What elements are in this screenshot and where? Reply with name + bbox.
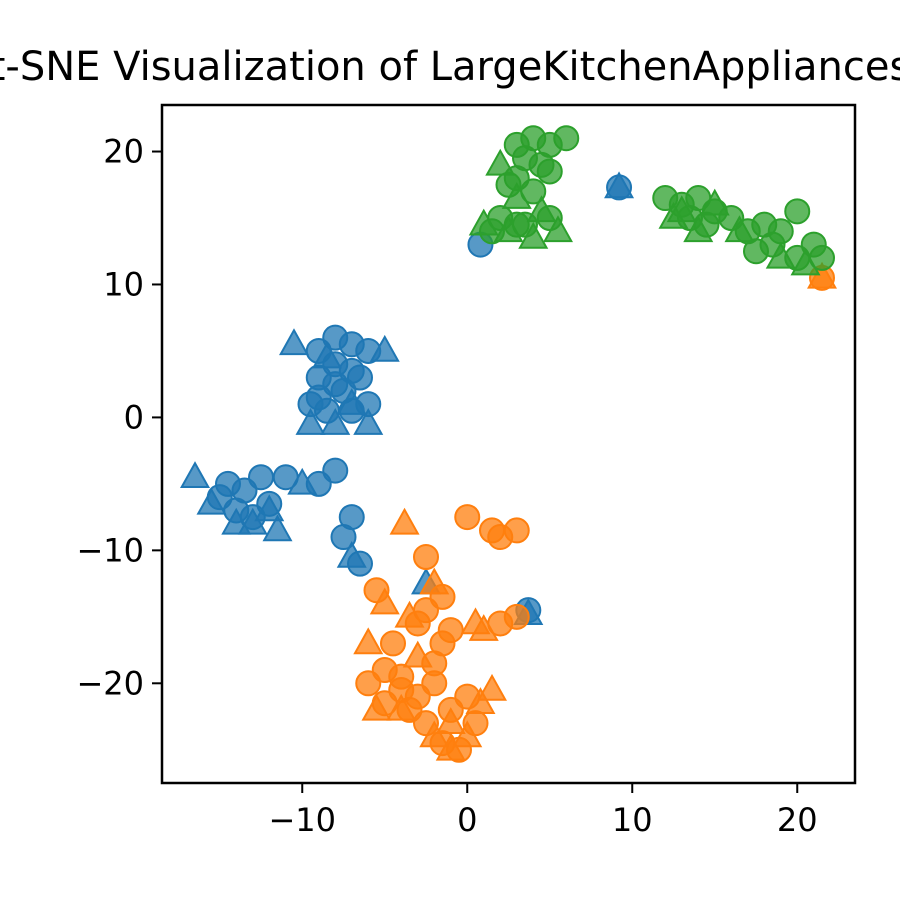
triangle-point: [295, 408, 326, 435]
triangle-point: [806, 261, 838, 289]
y-tick-label: 0: [124, 398, 144, 436]
circle-point: [380, 630, 406, 657]
triangle-point: [658, 201, 689, 229]
circle-point: [553, 125, 580, 152]
triangle-point: [353, 408, 384, 435]
triangle-point: [501, 182, 532, 209]
triangle-point: [361, 693, 392, 721]
triangle-point: [221, 507, 252, 535]
triangle-point: [320, 408, 351, 435]
circle-point: [421, 670, 448, 697]
x-tick-label: 20: [777, 801, 818, 839]
y-tick-label: 20: [103, 133, 144, 171]
y-axis: 20 10 0 −10 −20: [76, 133, 162, 702]
y-tick-label: −10: [76, 531, 144, 569]
triangle-point: [465, 687, 496, 715]
triangle-point: [262, 514, 293, 542]
circle-point: [413, 544, 439, 570]
x-axis: −10 0 10 20: [268, 783, 818, 839]
circle-point: [503, 603, 530, 630]
triangle-point: [254, 494, 285, 522]
triangle-point: [336, 388, 367, 415]
triangle-point: [196, 487, 227, 515]
triangle-point: [386, 693, 417, 721]
circle-point: [487, 524, 514, 551]
circle-point: [454, 504, 481, 531]
circle-point: [743, 238, 769, 265]
triangle-point: [419, 567, 450, 595]
triangle-point: [353, 627, 384, 655]
triangle-point: [468, 208, 499, 236]
triangle-point: [790, 248, 821, 276]
circle-point: [536, 158, 563, 185]
triangle-point: [542, 215, 574, 243]
triangle-point: [435, 733, 466, 761]
triangle-point: [724, 215, 755, 243]
triangle-point: [336, 540, 367, 568]
triangle-point: [604, 171, 635, 199]
triangle-point: [179, 461, 211, 489]
triangle-point: [278, 328, 310, 356]
y-tick-label: 10: [103, 265, 144, 303]
triangle-point: [683, 215, 714, 243]
triangle-point: [402, 640, 433, 668]
triangle-point: [526, 195, 557, 223]
x-tick-label: 10: [612, 801, 653, 839]
triangle-point: [699, 188, 730, 216]
triangle-point: [493, 215, 524, 243]
triangle-point: [460, 607, 491, 635]
triangle-point: [476, 673, 508, 701]
x-tick-label: 0: [457, 801, 477, 839]
triangle-point: [369, 587, 400, 615]
plot-frame: [160, 103, 857, 785]
triangle-point: [765, 241, 796, 269]
circle-point: [330, 524, 357, 551]
triangle-point: [435, 707, 466, 734]
scatter-marks: [179, 125, 838, 763]
circle-point: [784, 198, 811, 225]
chart-title: t-SNE Visualization of LargeKitchenAppli…: [0, 44, 900, 90]
circle-point: [322, 457, 349, 484]
triangle-point: [452, 720, 483, 748]
triangle-point: [287, 467, 318, 495]
triangle-point: [311, 341, 343, 369]
triangle-point: [518, 221, 549, 249]
triangle-point: [394, 600, 425, 628]
triangle-point: [485, 148, 516, 176]
triangle-point: [389, 507, 420, 535]
circle-point: [248, 464, 274, 491]
y-tick-label: −20: [76, 664, 144, 702]
triangle-point: [369, 334, 400, 362]
triangle-point: [419, 720, 450, 748]
x-tick-label: −10: [268, 801, 336, 839]
